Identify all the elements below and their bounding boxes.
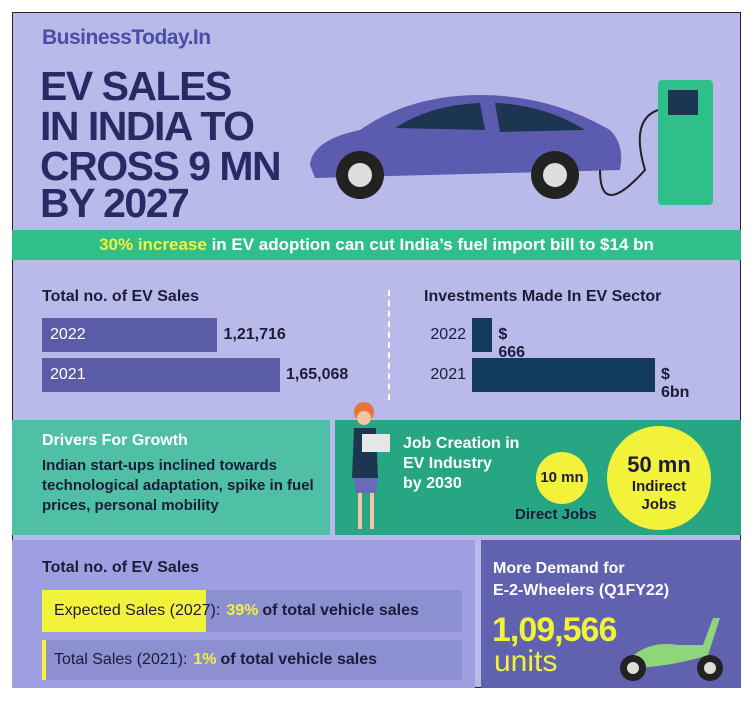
bar <box>42 640 47 680</box>
bar <box>472 318 493 352</box>
indirect-label: Indirect <box>631 478 687 495</box>
chart-title: Total no. of EV Sales <box>42 559 200 576</box>
jobs-title-line: Job Creation in <box>403 435 520 452</box>
note: of total vehicle sales <box>220 651 378 668</box>
drivers-title: Drivers For Growth <box>42 432 188 449</box>
drivers-panel <box>12 420 330 535</box>
jobs-title-line: by 2030 <box>403 475 462 492</box>
direct-jobs-circle: 10 mn <box>536 452 588 504</box>
value-label: 1,21,716 <box>223 326 286 343</box>
woman-illustration <box>352 402 390 529</box>
bar-label: 2021 <box>50 366 86 383</box>
demand-value: 1,09,566 <box>492 611 617 649</box>
direct-jobs-label: Direct Jobs <box>515 506 597 523</box>
bar <box>472 358 655 392</box>
jobs-title: Job Creation in EV Industry by 2030 <box>403 434 519 494</box>
value-label: 1% <box>193 651 217 668</box>
demand-title-line: E-2-Wheelers (Q1FY22) <box>493 582 670 599</box>
bar <box>42 590 206 632</box>
indirect-label: Jobs <box>641 496 677 513</box>
demand-title: More Demand for E-2-Wheelers (Q1FY22) <box>493 558 669 602</box>
row-text: Expected Sales (2027): 39% of total vehicl… <box>54 602 419 620</box>
note: of total vehicle sales <box>262 602 419 619</box>
banner-text: in EV adoption can cut India’s fuel impo… <box>211 235 654 254</box>
drivers-text: Indian start-ups inclined towards techno… <box>42 457 314 514</box>
chart-title: Total no. of EV Sales <box>42 288 200 305</box>
demand-unit: units <box>494 645 558 678</box>
demand-title-line: More Demand for <box>493 560 625 577</box>
brand: BusinessToday.In <box>42 26 211 49</box>
demand-panel <box>481 540 741 688</box>
divider <box>388 290 390 400</box>
indirect-value: 50 mn <box>627 452 691 477</box>
bar-label: 2022 <box>430 326 466 343</box>
bar-label: 2021 <box>430 366 466 383</box>
bar <box>42 318 218 352</box>
title-line: IN INDIA TO <box>40 103 255 149</box>
banner-highlight: 30% increase <box>99 235 207 254</box>
row-text: Total Sales (2021): 1% of total vehicle sa… <box>54 651 377 669</box>
bar-track <box>42 640 462 680</box>
chart-title: Investments Made In EV Sector <box>424 288 662 305</box>
value-label: 39% <box>226 602 259 619</box>
bar-label: Total Sales (2021): <box>54 651 188 668</box>
value-label: $ 6bn <box>661 366 690 401</box>
bar-label: Expected Sales (2027): <box>54 602 221 619</box>
scooter-illustration <box>620 618 723 681</box>
title-line: CROSS 9 MN <box>40 143 282 189</box>
value-label: 1,65,068 <box>286 366 349 383</box>
banner: 30% increase in EV adoption can cut Indi… <box>12 230 741 260</box>
indirect-jobs-circle: 50 mn Indirect Jobs <box>607 426 711 530</box>
car-illustration <box>310 80 713 205</box>
jobs-title-line: EV Industry <box>403 455 492 472</box>
title-line: BY 2027 <box>40 180 190 226</box>
bar-label: 2022 <box>50 326 86 343</box>
bar <box>42 358 280 392</box>
title-line: EV SALES <box>40 63 232 109</box>
